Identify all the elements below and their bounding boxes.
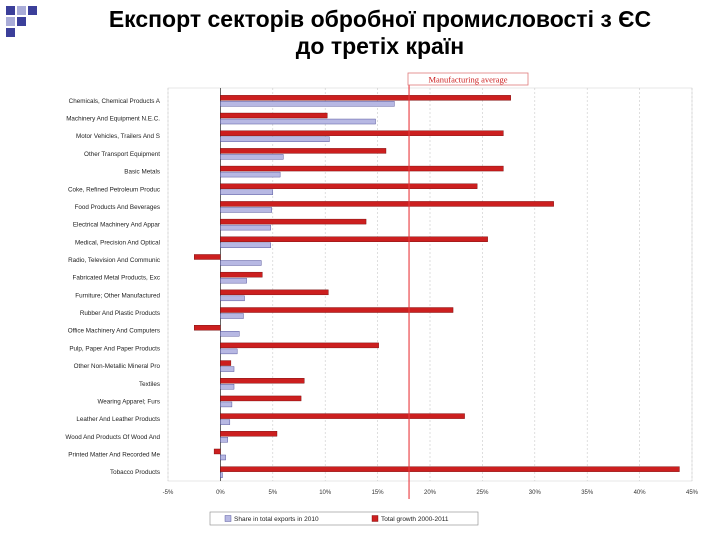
x-tick-label: 30% [529, 490, 542, 496]
x-tick-label: -5% [163, 490, 174, 496]
deco-square-5 [6, 28, 15, 37]
category-label: Radio, Television And Communic [68, 257, 160, 264]
growth-bar [220, 165, 504, 172]
share-bar [220, 454, 226, 461]
growth-bar [220, 112, 328, 119]
category-label: Other Non-Metallic Mineral Pro [74, 363, 161, 370]
category-label: Pulp, Paper And Paper Products [69, 345, 160, 352]
growth-bar [220, 218, 367, 225]
x-tick-label: 0% [216, 490, 225, 496]
share-bar [220, 118, 376, 125]
deco-square-4 [17, 17, 26, 26]
category-label: Rubber And Plastic Products [80, 310, 160, 317]
x-tick-label: 35% [581, 490, 594, 496]
legend-label-growth: Total growth 2000-2011 [381, 516, 449, 523]
share-bar [220, 171, 281, 178]
category-label: Medical, Precision And Optical [75, 239, 160, 246]
category-label: Electrical Machinery And Appar [73, 222, 160, 229]
share-bar [220, 154, 284, 160]
share-bar [220, 437, 228, 443]
category-label: Wearing Apparel; Furs [97, 398, 160, 405]
share-bar [220, 366, 235, 372]
share-bar [220, 101, 395, 107]
share-bar [220, 295, 245, 302]
growth-bar [220, 271, 263, 278]
category-label: Leather And Leather Products [76, 416, 160, 423]
category-label: Machinery And Equipment N.E.C. [66, 116, 160, 123]
share-bar [220, 242, 271, 248]
x-tick-label: 10% [319, 490, 332, 496]
growth-bar [220, 201, 554, 207]
growth-bar [220, 413, 465, 419]
deco-square-2 [17, 6, 26, 15]
growth-bar [220, 342, 379, 349]
legend-box [209, 511, 479, 526]
category-label: Chemicals, Chemical Products A [69, 98, 161, 105]
share-bar [220, 277, 247, 284]
share-bar [220, 313, 244, 319]
category-label: Furniture; Other Manufactured [75, 292, 160, 299]
deco-square-1 [6, 6, 15, 15]
category-label: Printed Matter And Recorded Me [68, 451, 160, 458]
x-tick-label: 5% [268, 490, 277, 496]
x-tick-label: 25% [476, 490, 489, 496]
share-bar [220, 331, 240, 337]
growth-bar [193, 325, 221, 331]
share-bar [220, 224, 271, 231]
x-tick-label: 20% [424, 490, 437, 496]
x-tick-label: 40% [634, 490, 647, 496]
average-label-box [407, 72, 529, 86]
share-bar [220, 207, 272, 213]
average-label: Manufacturing average [428, 75, 507, 85]
category-label: Coke, Refined Petroleum Produc [68, 186, 160, 193]
category-label: Fabricated Metal Products, Exc [73, 275, 161, 282]
category-label: Food Products And Beverages [75, 204, 160, 211]
share-bar [220, 136, 330, 142]
growth-bar [220, 236, 488, 242]
growth-bar [220, 148, 387, 154]
deco-square-6 [28, 6, 37, 15]
share-bar [220, 384, 235, 390]
slide-title-line1: Експорт секторів обробної промисловості … [108, 6, 652, 32]
x-tick-label: 45% [686, 490, 699, 496]
growth-bar [220, 378, 305, 384]
title-decoration [6, 6, 38, 38]
growth-bar [220, 307, 454, 313]
category-label: Wood And Products Of Wood And [65, 434, 160, 441]
growth-bar [220, 130, 504, 136]
category-label: Other Transport Equipment [84, 151, 160, 158]
share-bar [220, 348, 238, 355]
share-bar [220, 472, 223, 478]
share-bar [220, 401, 233, 408]
legend-swatch-share [224, 515, 232, 522]
growth-bar [220, 466, 680, 472]
share-bar [220, 260, 262, 266]
category-label: Office Machinery And Computers [68, 328, 160, 335]
share-bar [220, 189, 273, 195]
slide-title: Експорт секторів обробної промисловості … [40, 6, 720, 60]
growth-bar [220, 431, 278, 437]
growth-bar [220, 360, 232, 366]
growth-bar [220, 395, 302, 402]
category-label: Motor Vehicles, Trailers And S [76, 133, 160, 140]
slide-title-line2: до третіх країн [295, 33, 465, 59]
growth-bar [193, 254, 221, 260]
legend-swatch-growth [371, 515, 379, 522]
category-label: Basic Metals [124, 169, 160, 176]
share-bar [220, 419, 231, 425]
deco-square-3 [6, 17, 15, 26]
category-label: Tobacco Products [110, 469, 160, 476]
x-tick-label: 15% [372, 490, 385, 496]
growth-bar [220, 289, 329, 296]
growth-bar [220, 183, 478, 189]
category-label: Textiles [139, 381, 160, 388]
legend-label-share: Share in total exports in 2010 [234, 516, 319, 523]
growth-bar [213, 448, 221, 455]
growth-bar [220, 95, 511, 101]
